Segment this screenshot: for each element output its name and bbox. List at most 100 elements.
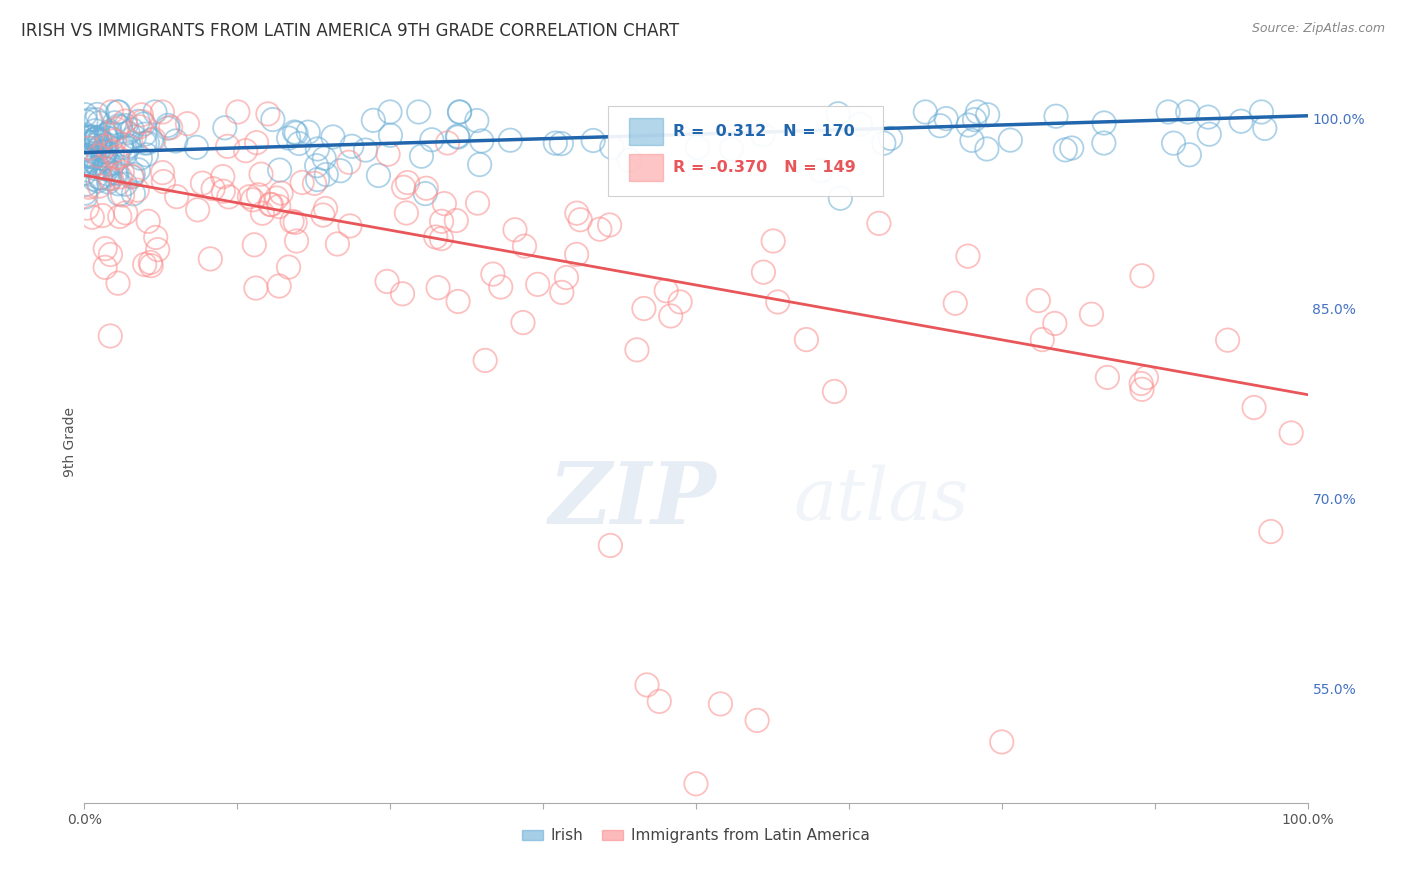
Point xyxy=(354,143,377,157)
Point xyxy=(96,153,118,168)
Point xyxy=(142,132,165,146)
Text: R = -0.370   N = 149: R = -0.370 N = 149 xyxy=(672,161,855,175)
Point xyxy=(1031,333,1053,347)
Point xyxy=(868,216,890,230)
Point xyxy=(619,153,641,168)
Point xyxy=(284,215,307,229)
Point xyxy=(94,161,117,175)
Point xyxy=(569,212,592,227)
Point xyxy=(245,136,267,150)
Text: IRISH VS IMMIGRANTS FROM LATIN AMERICA 9TH GRADE CORRELATION CHART: IRISH VS IMMIGRANTS FROM LATIN AMERICA 9… xyxy=(21,22,679,40)
Point xyxy=(430,231,453,245)
Point xyxy=(766,295,789,310)
Point xyxy=(115,119,138,133)
Point xyxy=(824,384,846,399)
Point xyxy=(87,161,110,175)
Point xyxy=(269,279,291,293)
Point xyxy=(98,157,121,171)
Point xyxy=(145,230,167,244)
Point xyxy=(83,132,105,146)
Point xyxy=(1092,136,1115,150)
Point xyxy=(288,136,311,151)
Point xyxy=(257,107,280,121)
Point xyxy=(80,142,103,156)
Point xyxy=(73,150,96,164)
Point xyxy=(146,243,169,257)
Point xyxy=(152,175,174,189)
Point xyxy=(599,218,621,232)
Bar xyxy=(628,118,664,145)
Point xyxy=(117,126,139,140)
Point xyxy=(84,132,107,146)
Point xyxy=(90,171,112,186)
Point xyxy=(565,247,588,261)
Point xyxy=(122,168,145,182)
Point xyxy=(114,206,136,220)
Point xyxy=(482,267,505,281)
Point xyxy=(91,209,114,223)
Point xyxy=(447,130,470,145)
Point xyxy=(75,114,97,128)
Point xyxy=(107,119,129,133)
Point xyxy=(1028,293,1050,308)
Point xyxy=(267,200,290,214)
Point xyxy=(526,277,548,292)
Point xyxy=(243,237,266,252)
Point xyxy=(976,108,998,122)
Point xyxy=(943,296,966,310)
Point xyxy=(152,166,174,180)
Point xyxy=(98,124,121,138)
Point xyxy=(262,112,284,127)
Point xyxy=(963,112,986,127)
Point xyxy=(73,148,96,162)
Point xyxy=(84,156,107,170)
Point xyxy=(1163,136,1185,150)
Point xyxy=(378,105,401,120)
Point xyxy=(976,142,998,156)
Point xyxy=(114,147,136,161)
Point xyxy=(238,190,260,204)
Point xyxy=(626,343,648,357)
Point xyxy=(86,132,108,146)
Point xyxy=(131,114,153,128)
Point xyxy=(108,187,131,202)
Point xyxy=(134,127,156,141)
Point xyxy=(270,186,292,200)
Point xyxy=(211,169,233,184)
Point xyxy=(76,156,98,170)
Point xyxy=(266,191,288,205)
Point xyxy=(129,151,152,165)
Point xyxy=(150,105,173,120)
Point xyxy=(104,166,127,180)
Point xyxy=(551,285,574,300)
Point xyxy=(396,176,419,190)
Point xyxy=(93,152,115,166)
Point xyxy=(89,134,111,148)
Point xyxy=(1054,143,1077,157)
Point xyxy=(391,286,413,301)
Point xyxy=(156,121,179,136)
Text: ZIP: ZIP xyxy=(550,458,717,541)
Text: R =  0.312   N = 170: R = 0.312 N = 170 xyxy=(672,124,855,139)
Point xyxy=(380,128,402,143)
Point xyxy=(77,141,100,155)
Point xyxy=(90,145,112,159)
Point xyxy=(599,539,621,553)
Point xyxy=(82,130,104,145)
Point xyxy=(89,141,111,155)
Point xyxy=(110,137,132,152)
Point xyxy=(76,158,98,172)
Point xyxy=(474,353,496,368)
Point xyxy=(105,122,128,136)
Point xyxy=(512,316,534,330)
Point xyxy=(449,105,471,120)
Point xyxy=(283,125,305,139)
Point xyxy=(446,129,468,144)
Point xyxy=(141,259,163,273)
Point xyxy=(131,108,153,122)
Point xyxy=(447,294,470,309)
Point xyxy=(1130,376,1153,391)
Point xyxy=(226,105,249,120)
Point xyxy=(115,141,138,155)
Point xyxy=(101,145,124,160)
